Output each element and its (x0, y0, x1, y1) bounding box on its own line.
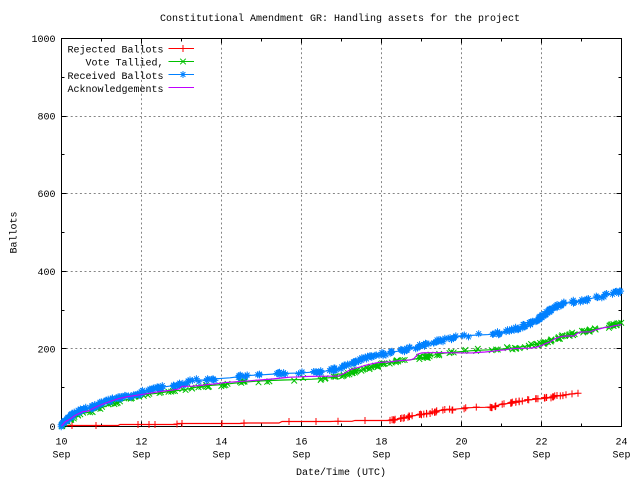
svg-text:Sep: Sep (292, 451, 310, 462)
svg-text:16: 16 (295, 438, 307, 449)
svg-text:Received Ballots: Received Ballots (67, 71, 163, 83)
svg-text:Sep: Sep (452, 451, 470, 462)
svg-text:Sep: Sep (532, 451, 550, 462)
svg-text:24: 24 (615, 438, 627, 449)
svg-text:Sep: Sep (612, 451, 630, 462)
svg-text:600: 600 (37, 190, 55, 201)
svg-text:Rejected Ballots: Rejected Ballots (67, 45, 163, 57)
svg-text:12: 12 (135, 438, 147, 449)
svg-text:Sep: Sep (372, 451, 390, 462)
svg-text:Sep: Sep (132, 451, 150, 462)
svg-text:Date/Time (UTC): Date/Time (UTC) (296, 467, 386, 479)
svg-text:18: 18 (375, 438, 387, 449)
svg-text:10: 10 (55, 438, 67, 449)
svg-text:20: 20 (455, 438, 467, 449)
svg-text:Sep: Sep (212, 451, 230, 462)
svg-text:14: 14 (215, 438, 227, 449)
svg-text:Vote Tallied,: Vote Tallied, (85, 58, 163, 70)
svg-text:Sep: Sep (52, 451, 70, 462)
svg-text:Acknowledgements: Acknowledgements (67, 84, 163, 96)
svg-text:400: 400 (37, 268, 55, 279)
svg-text:22: 22 (535, 438, 547, 449)
svg-text:Constitutional Amendment GR: H: Constitutional Amendment GR: Handling as… (160, 13, 520, 25)
svg-text:1000: 1000 (31, 35, 55, 46)
svg-text:200: 200 (37, 345, 55, 356)
svg-text:0: 0 (49, 423, 55, 434)
svg-text:Ballots: Ballots (9, 211, 21, 253)
svg-text:800: 800 (37, 113, 55, 124)
